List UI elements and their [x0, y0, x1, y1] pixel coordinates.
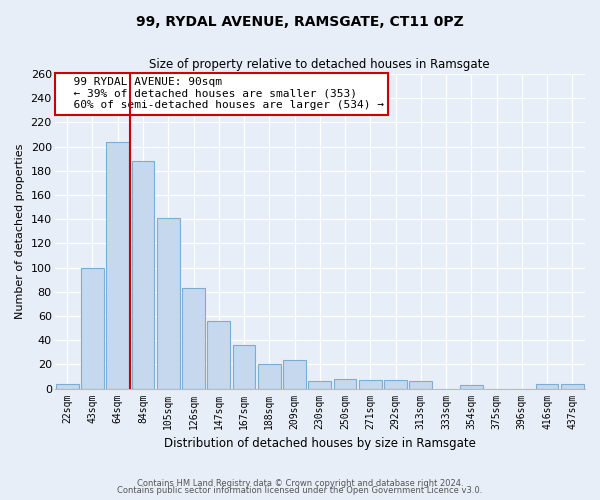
Bar: [131, 161, 154, 388]
Bar: [308, 382, 331, 388]
Text: 99 RYDAL AVENUE: 90sqm
  ← 39% of detached houses are smaller (353)
  60% of sem: 99 RYDAL AVENUE: 90sqm ← 39% of detached…: [60, 77, 384, 110]
Bar: [384, 380, 407, 388]
Bar: [233, 345, 256, 389]
Bar: [56, 384, 79, 388]
Bar: [536, 384, 559, 388]
X-axis label: Distribution of detached houses by size in Ramsgate: Distribution of detached houses by size …: [164, 437, 476, 450]
Text: Contains HM Land Registry data © Crown copyright and database right 2024.: Contains HM Land Registry data © Crown c…: [137, 478, 463, 488]
Bar: [157, 218, 179, 388]
Bar: [182, 288, 205, 388]
Bar: [283, 360, 306, 388]
Bar: [208, 321, 230, 388]
Bar: [561, 384, 584, 388]
Text: 99, RYDAL AVENUE, RAMSGATE, CT11 0PZ: 99, RYDAL AVENUE, RAMSGATE, CT11 0PZ: [136, 15, 464, 29]
Bar: [359, 380, 382, 388]
Bar: [334, 379, 356, 388]
Bar: [409, 382, 432, 388]
Title: Size of property relative to detached houses in Ramsgate: Size of property relative to detached ho…: [149, 58, 490, 71]
Bar: [258, 364, 281, 388]
Bar: [81, 268, 104, 388]
Bar: [460, 385, 483, 388]
Text: Contains public sector information licensed under the Open Government Licence v3: Contains public sector information licen…: [118, 486, 482, 495]
Y-axis label: Number of detached properties: Number of detached properties: [15, 144, 25, 319]
Bar: [106, 142, 129, 388]
